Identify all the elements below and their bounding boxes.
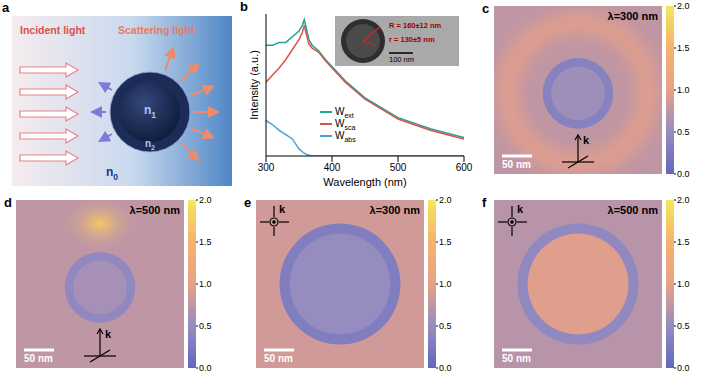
svg-text:50 nm: 50 nm [24, 353, 53, 364]
svg-text:Wavelength (nm): Wavelength (nm) [323, 176, 406, 188]
svg-text:400: 400 [324, 162, 341, 173]
svg-text:0.0: 0.0 [199, 363, 212, 373]
svg-text:500: 500 [390, 162, 407, 173]
svg-text:1.0: 1.0 [677, 279, 690, 289]
svg-text:600: 600 [456, 162, 473, 173]
svg-text:1.5: 1.5 [199, 237, 212, 247]
svg-text:k: k [517, 203, 524, 215]
svg-text:e: e [244, 196, 251, 210]
svg-text:a: a [2, 0, 10, 15]
svg-text:c: c [482, 2, 489, 16]
svg-text:d: d [4, 196, 12, 210]
svg-text:0.0: 0.0 [439, 363, 452, 373]
svg-text:Scattering light: Scattering light [118, 24, 195, 36]
svg-text:f: f [482, 196, 487, 210]
svg-text:100 nm: 100 nm [389, 55, 414, 64]
svg-text:2.0: 2.0 [677, 196, 690, 205]
svg-text:300: 300 [258, 162, 275, 173]
svg-text:1.5: 1.5 [677, 43, 690, 53]
svg-text:n0: n0 [106, 165, 118, 182]
svg-text:50 nm: 50 nm [264, 353, 293, 364]
svg-text:1.0: 1.0 [439, 279, 452, 289]
svg-text:R = 160±12 nm: R = 160±12 nm [389, 21, 442, 30]
svg-text:0.0: 0.0 [677, 363, 690, 373]
svg-text:1.0: 1.0 [677, 85, 690, 95]
svg-text:2.0: 2.0 [677, 2, 690, 11]
html-text:b: b [240, 0, 248, 14]
svg-text:0.5: 0.5 [199, 321, 212, 331]
svg-text:50 nm: 50 nm [502, 159, 531, 170]
svg-text:0.5: 0.5 [677, 321, 690, 331]
svg-text:k: k [279, 203, 286, 215]
svg-text:0.5: 0.5 [677, 127, 690, 137]
svg-text:2.0: 2.0 [199, 196, 212, 205]
svg-text:n1: n1 [144, 103, 156, 120]
svg-text:Incident light: Incident light [20, 24, 86, 36]
svg-text:1.0: 1.0 [199, 279, 212, 289]
svg-text:n2: n2 [145, 138, 155, 152]
svg-text:0.5: 0.5 [439, 321, 452, 331]
svg-text:k: k [105, 328, 112, 340]
html-text:Wext: Wext [335, 105, 354, 119]
svg-text:λ=500 nm: λ=500 nm [130, 204, 181, 216]
svg-text:Intensity (a.u.): Intensity (a.u.) [248, 50, 260, 120]
html-text:Wsca: Wsca [335, 117, 356, 131]
svg-text:λ=500 nm: λ=500 nm [608, 204, 659, 216]
svg-text:50 nm: 50 nm [502, 353, 531, 364]
html-text:Wabs: Wabs [335, 129, 356, 143]
svg-text:λ=300 nm: λ=300 nm [608, 10, 659, 22]
svg-text:k: k [583, 134, 590, 146]
svg-text:r = 130±5 nm: r = 130±5 nm [389, 35, 435, 44]
svg-text:1.5: 1.5 [439, 237, 452, 247]
svg-text:1.5: 1.5 [677, 237, 690, 247]
svg-text:λ=300 nm: λ=300 nm [370, 204, 421, 216]
svg-text:0.0: 0.0 [677, 169, 690, 179]
svg-text:2.0: 2.0 [439, 196, 452, 205]
